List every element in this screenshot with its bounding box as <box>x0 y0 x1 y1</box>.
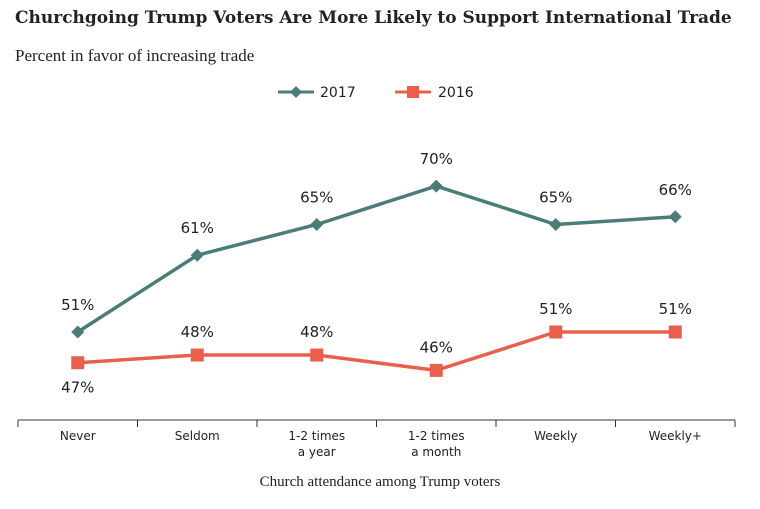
data-point-2016 <box>71 356 85 370</box>
x-tick-label: Weekly+ <box>649 429 702 443</box>
x-tick-label: 1-2 times a month <box>408 429 465 459</box>
data-label-2017: 65% <box>300 188 333 206</box>
x-tick-label: Weekly <box>534 429 577 443</box>
data-label-2016: 48% <box>181 323 214 341</box>
data-label-2016: 51% <box>539 300 572 318</box>
data-point-2016 <box>429 363 443 377</box>
data-label-2016: 48% <box>300 323 333 341</box>
data-label-2016: 46% <box>420 338 453 356</box>
data-label-2016: 51% <box>659 300 692 318</box>
legend-label-2016: 2016 <box>438 85 474 101</box>
data-point-2017 <box>310 217 324 231</box>
data-point-2017 <box>190 248 204 262</box>
data-point-2017 <box>71 325 85 339</box>
x-tick-label: Never <box>60 429 96 443</box>
x-tick-label: 1-2 times a year <box>288 429 345 459</box>
data-label-2017: 61% <box>181 219 214 237</box>
legend-marker-2016 <box>407 86 419 98</box>
x-tick-label: Seldom <box>175 429 220 443</box>
data-label-2017: 65% <box>539 188 572 206</box>
data-point-2017 <box>429 179 443 193</box>
data-point-2016 <box>310 348 324 362</box>
data-label-2017: 66% <box>659 181 692 199</box>
data-point-2017 <box>668 210 682 224</box>
x-axis-label: Church attendance among Trump voters <box>259 474 501 490</box>
data-label-2016: 47% <box>61 379 94 397</box>
chart-title: Churchgoing Trump Voters Are More Likely… <box>15 8 732 28</box>
data-label-2017: 51% <box>61 296 94 314</box>
legend-label-2017: 2017 <box>320 85 356 101</box>
series-line-2017 <box>76 184 676 334</box>
data-point-2016 <box>668 325 682 339</box>
legend-marker-2017 <box>290 86 302 98</box>
chart-subtitle: Percent in favor of increasing trade <box>15 46 255 65</box>
data-label-2017: 70% <box>420 150 453 168</box>
data-point-2016 <box>190 348 204 362</box>
data-point-2016 <box>549 325 563 339</box>
data-point-2017 <box>549 217 563 231</box>
series-line-2016 <box>77 330 676 373</box>
